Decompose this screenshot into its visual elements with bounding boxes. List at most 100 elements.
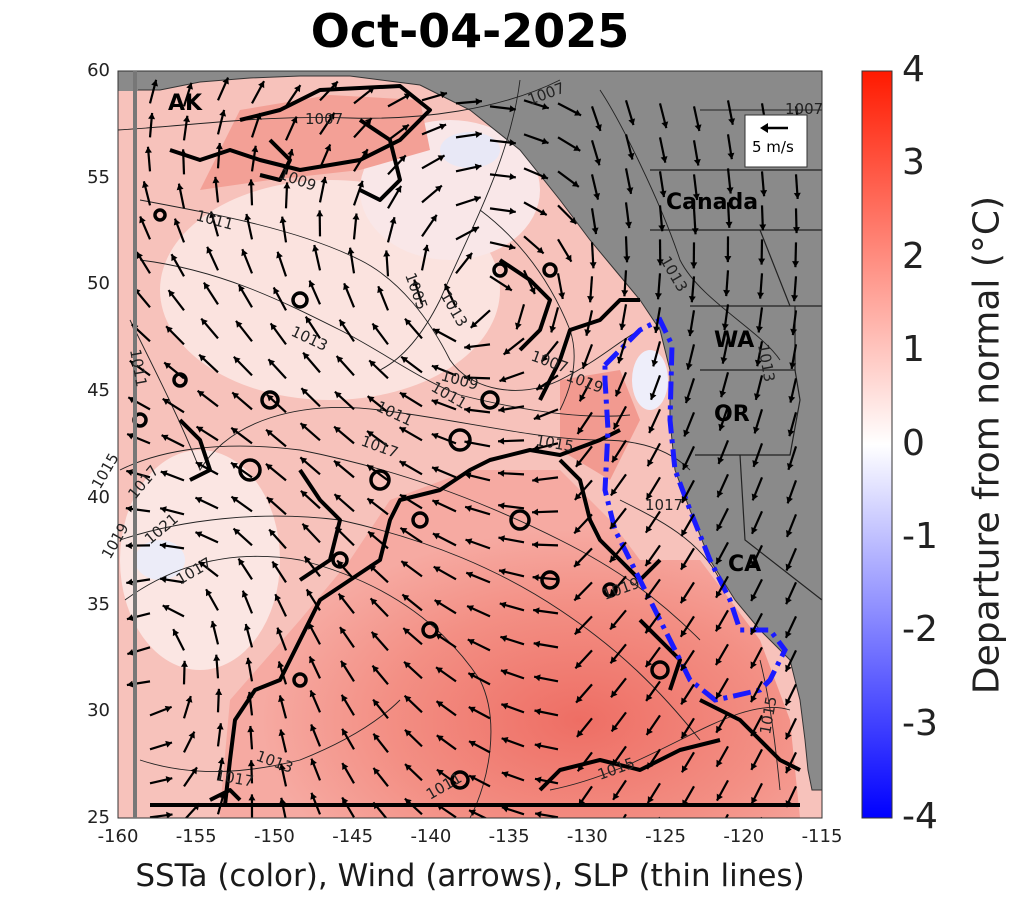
wind-arrowhead xyxy=(647,796,654,804)
wind-arrowhead xyxy=(127,433,135,440)
wind-arrowhead xyxy=(165,776,173,783)
wind-arrowhead xyxy=(683,429,690,437)
land-north-america xyxy=(118,71,822,791)
wind-arrowhead xyxy=(372,665,380,673)
wind-arrowhead xyxy=(466,571,474,579)
wind-arrowhead xyxy=(509,139,516,147)
wind-arrowhead xyxy=(469,775,477,782)
wind-arrowhead xyxy=(681,529,688,537)
wind-arrowhead xyxy=(645,660,653,668)
wind-arrowhead xyxy=(205,589,213,597)
wind-arrowhead xyxy=(532,508,539,516)
wind-arrowhead xyxy=(499,375,507,383)
wind-arrowhead xyxy=(577,427,584,434)
wind-arrowhead xyxy=(498,535,505,543)
wind-arrowhead xyxy=(126,578,133,586)
wind-arrowhead xyxy=(304,556,312,564)
wind-arrowhead xyxy=(534,674,541,682)
wind-arrowhead xyxy=(536,246,544,254)
wind-arrowhead xyxy=(247,726,255,733)
wind-arrowhead xyxy=(160,576,167,584)
wind-arrowhead xyxy=(680,629,687,637)
wind-arrowhead xyxy=(681,731,688,739)
wind-arrowhead xyxy=(788,395,796,403)
wind-arrowhead xyxy=(201,318,208,326)
wind-arrowhead xyxy=(269,529,276,537)
wind-arrowhead xyxy=(276,251,283,259)
wind-arrowhead xyxy=(574,493,582,500)
wind-arrowhead xyxy=(785,698,792,706)
wind-arrowhead xyxy=(750,594,757,601)
wind-arrowhead xyxy=(422,244,430,252)
anomaly-contours xyxy=(150,84,801,807)
wind-arrowhead xyxy=(571,180,579,187)
wind-arrowhead xyxy=(203,282,211,290)
wind-arrowhead xyxy=(373,802,380,810)
wind-arrowhead xyxy=(279,216,287,224)
wind-legend-box xyxy=(744,114,808,168)
wind-arrowhead xyxy=(591,227,599,235)
wind-arrowhead xyxy=(785,766,792,774)
wind-arrowhead xyxy=(185,696,193,703)
wind-arrowhead xyxy=(501,771,509,778)
wind-arrowhead xyxy=(682,799,689,807)
wind-arrowhead xyxy=(272,561,279,569)
wind-arrowhead xyxy=(541,172,548,180)
wind-arrowhead xyxy=(367,396,375,403)
wind-arrowhead xyxy=(785,664,792,672)
x-tick-label: -120 xyxy=(723,826,765,847)
wind-arrowhead xyxy=(399,494,407,501)
wind-arrowhead xyxy=(514,322,522,330)
wind-arrowhead xyxy=(533,413,541,421)
wind-arrowhead xyxy=(532,476,539,484)
wind-arrowhead xyxy=(727,152,735,160)
wind-arrowhead xyxy=(310,724,317,732)
wind-arrowhead xyxy=(759,224,767,231)
wind-arrowhead xyxy=(144,146,152,154)
wind-arrowhead xyxy=(238,284,245,292)
wind-arrowhead xyxy=(541,354,549,362)
wind-arrowhead xyxy=(436,667,443,674)
wind-arrowhead xyxy=(791,294,799,302)
wind-arrowhead xyxy=(148,112,156,120)
wind-arrowhead xyxy=(716,490,724,498)
wind-arrowhead xyxy=(500,635,508,642)
wind-arrowhead xyxy=(165,740,172,748)
wind-arrowhead xyxy=(367,430,374,438)
wind-arrowhead xyxy=(610,622,617,630)
wind-arrowhead xyxy=(610,656,618,664)
wind-arrowhead xyxy=(536,383,544,390)
wind-arrowhead xyxy=(464,374,471,382)
wind-arrowhead xyxy=(233,356,241,364)
wind-arrowhead xyxy=(430,214,437,222)
wind-arrowhead xyxy=(750,627,757,635)
x-tick-label: -140 xyxy=(410,826,452,847)
wind-arrowhead xyxy=(343,283,350,291)
wind-arrowhead xyxy=(694,124,702,132)
wind-arrowhead xyxy=(690,262,698,269)
wind-arrowhead xyxy=(660,156,668,163)
wind-arrowhead xyxy=(278,729,286,737)
wind-arrowhead xyxy=(432,466,439,473)
wind-arrowhead xyxy=(793,192,801,199)
wind-arrowhead xyxy=(533,640,541,648)
wind-arrowhead xyxy=(579,394,586,402)
wind-arrowhead xyxy=(338,593,346,601)
political-borders xyxy=(650,169,822,601)
wind-arrowhead xyxy=(595,124,602,131)
wind-arrowhead xyxy=(401,124,409,132)
wind-arrowhead xyxy=(470,321,478,328)
wind-arrowhead xyxy=(195,497,203,504)
wind-arrowhead xyxy=(303,352,310,360)
wind-arrowhead xyxy=(569,217,577,224)
wind-arrowhead xyxy=(166,326,173,333)
wind-arrowhead xyxy=(501,736,509,744)
wind-arrowhead xyxy=(647,762,654,770)
wind-arrowhead xyxy=(628,118,636,126)
wind-arrowhead xyxy=(139,216,146,224)
wind-arrowhead xyxy=(464,343,471,351)
cool-anomaly-patch xyxy=(135,540,185,580)
wind-arrowhead xyxy=(162,398,170,405)
wind-arrowhead xyxy=(199,354,206,362)
x-tick-label: -115 xyxy=(801,826,843,847)
